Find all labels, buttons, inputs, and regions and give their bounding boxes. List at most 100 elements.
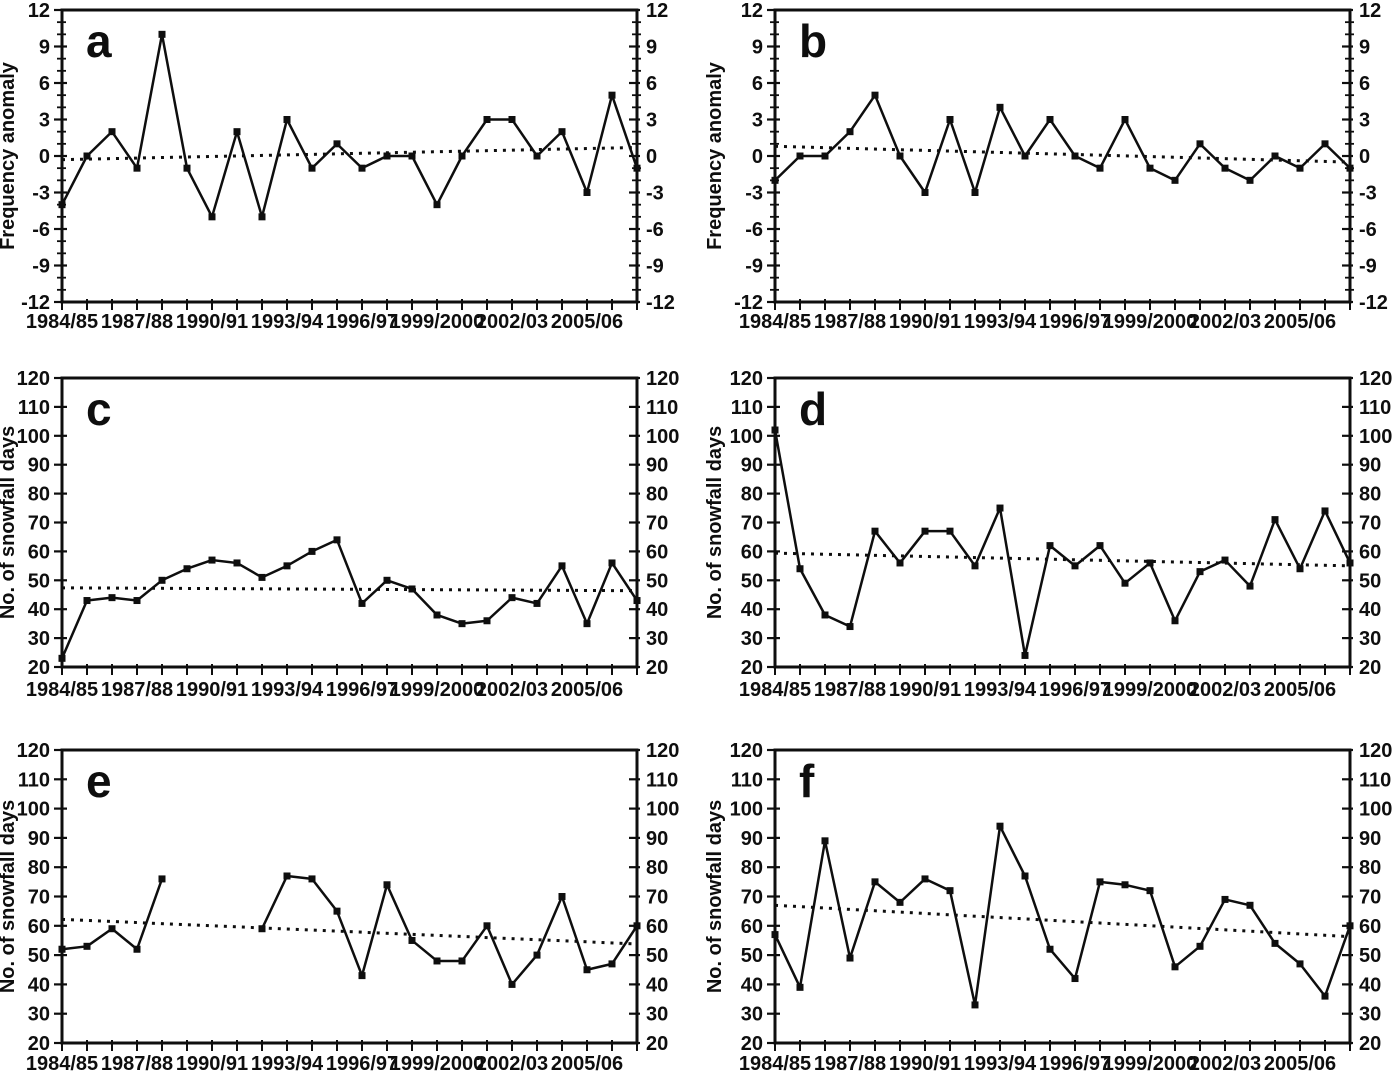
data-point-marker	[233, 559, 241, 567]
y-tick-label-left: 3	[39, 110, 50, 132]
panel-letter-c: c	[86, 383, 112, 435]
data-point-marker	[458, 957, 466, 965]
y-tick-label-right: -12	[646, 292, 675, 314]
data-point-marker	[1146, 887, 1154, 895]
data-point-marker	[1271, 939, 1279, 947]
panel-letter-a: a	[86, 15, 112, 67]
data-point-marker	[333, 907, 341, 915]
data-point-marker	[608, 559, 616, 567]
data-point-marker	[1321, 140, 1329, 148]
data-point-marker	[896, 559, 904, 567]
x-tick-label: 1993/94	[251, 1053, 324, 1075]
data-point-marker	[383, 152, 391, 160]
data-point-marker	[996, 103, 1004, 111]
data-point-marker	[796, 152, 804, 160]
x-tick-label: 1984/85	[26, 1053, 98, 1075]
y-tick-label-right: 110	[1359, 397, 1391, 419]
data-point-marker	[433, 957, 441, 965]
y-tick-label-left: 80	[28, 484, 50, 506]
y-axis-a: -12 -12 -9 -9 -6 -6 -3 -3 0 0 3 3 6 6 9 9 12 12	[21, 0, 675, 314]
data-point-marker	[821, 837, 829, 845]
y-tick-label-left: 50	[741, 945, 763, 967]
series-e	[58, 872, 641, 988]
y-tick-label-left: 9	[39, 37, 50, 59]
y-tick-label-left: -12	[734, 292, 763, 314]
data-point-marker	[1046, 542, 1054, 550]
y-tick-label-left: 20	[741, 1033, 763, 1055]
data-point-marker	[1071, 562, 1079, 570]
data-point-marker	[258, 573, 266, 581]
y-tick-label-left: -12	[21, 292, 50, 314]
x-tick-label: 1999/2000	[1103, 311, 1198, 333]
data-point-marker	[1096, 164, 1104, 172]
data-point-marker	[1221, 164, 1229, 172]
y-tick-label-right: 60	[1359, 916, 1381, 938]
chart-b-canvas: -12 -12 -9 -9 -6 -6 -3 -3 0 0 3 3 6 6 9 9 12 12 1984/85 198…	[704, 0, 1388, 333]
y-tick-label-right: 110	[1359, 769, 1391, 791]
data-point-marker	[846, 623, 854, 631]
data-point-marker	[1271, 152, 1279, 160]
data-point-marker	[533, 951, 541, 959]
x-axis-c: 1984/85 1987/88 1990/91 1993/94 1996/971999/…	[26, 664, 638, 701]
y-tick-label-left: 20	[28, 657, 50, 679]
y-tick-label-right: 20	[646, 1033, 668, 1055]
y-tick-label-right: 40	[646, 599, 668, 621]
x-tick-label: 1990/91	[176, 679, 248, 701]
x-tick-label: 1984/85	[26, 679, 98, 701]
data-point-marker	[1246, 901, 1254, 909]
y-tick-label-left: 100	[17, 799, 50, 821]
data-point-marker	[946, 527, 954, 535]
data-point-marker	[1096, 542, 1104, 550]
data-point-marker	[821, 152, 829, 160]
y-tick-label-right: 0	[1359, 146, 1370, 168]
y-tick-label-right: 90	[646, 828, 668, 850]
chart-f-canvas: 20 20 30 30 40 40 50 50 60 60 70 70 80 80 90 90 100 100 11…	[704, 740, 1392, 1075]
y-tick-label-left: 50	[28, 945, 50, 967]
data-point-marker	[333, 536, 341, 544]
data-point-marker	[971, 562, 979, 570]
x-tick-label: 1987/88	[101, 1053, 173, 1075]
data-point-marker	[158, 30, 166, 38]
x-tick-label: 2002/03	[1189, 311, 1261, 333]
y-tick-label-left: 60	[28, 541, 50, 563]
data-point-marker	[1321, 507, 1329, 515]
data-point-marker	[1121, 116, 1129, 123]
y-tick-label-left: 100	[730, 426, 763, 448]
data-point-marker	[796, 565, 804, 573]
y-tick-label-left: 0	[39, 146, 50, 168]
data-point-marker	[996, 504, 1004, 512]
y-tick-label-left: 50	[28, 570, 50, 592]
y-tick-label-right: 90	[1359, 455, 1381, 477]
data-point-marker	[946, 887, 954, 895]
data-point-marker	[846, 128, 854, 136]
y-tick-label-right: 0	[646, 146, 657, 168]
data-point-marker	[633, 597, 641, 605]
y-tick-label-right: 20	[1359, 657, 1381, 679]
y-tick-label-left: 80	[741, 857, 763, 879]
x-tick-label: 1993/94	[251, 679, 324, 701]
data-point-marker	[433, 611, 441, 619]
x-tick-label: 1996/97	[326, 311, 398, 333]
y-tick-label-right: 40	[1359, 599, 1381, 621]
x-tick-label: 1987/88	[814, 679, 886, 701]
x-tick-label: 2005/06	[1264, 311, 1336, 333]
y-tick-label-left: 40	[28, 599, 50, 621]
data-point-marker	[533, 152, 541, 160]
data-point-marker	[58, 945, 66, 953]
chart-panel-f: 20 20 30 30 40 40 50 50 60 60 70 70 80 80 90 90 100 100 11…	[700, 709, 1400, 1077]
plot-border-b	[773, 8, 1352, 304]
panel-letter-e: e	[86, 755, 112, 807]
data-point-marker	[996, 822, 1004, 830]
data-point-marker	[1221, 556, 1229, 564]
y-tick-label-right: -12	[1359, 292, 1388, 314]
data-point-marker	[1171, 176, 1179, 184]
data-point-marker	[308, 875, 316, 883]
data-point-marker	[583, 189, 591, 196]
x-tick-label: 1984/85	[739, 1053, 811, 1075]
chart-c-canvas: 20 20 30 30 40 40 50 50 60 60 70 70 80 80 90 90 100 100 11…	[0, 368, 679, 701]
y-tick-label-right: 70	[646, 887, 668, 909]
x-tick-label: 2005/06	[1264, 679, 1336, 701]
series-b	[771, 91, 1354, 196]
x-tick-label: 2002/03	[476, 311, 548, 333]
data-point-marker	[1296, 960, 1304, 968]
